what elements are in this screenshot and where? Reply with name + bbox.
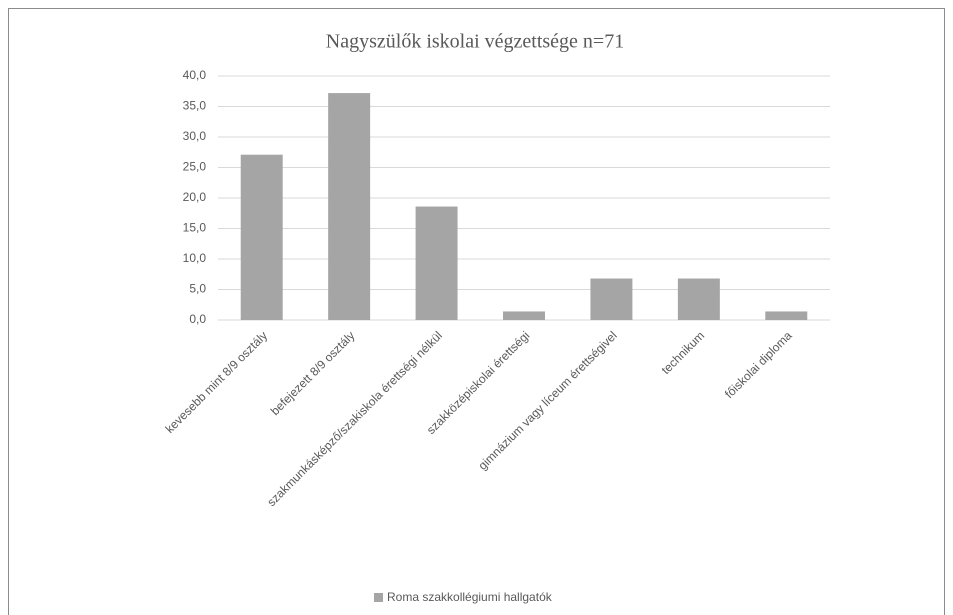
bar xyxy=(503,311,545,320)
y-tick-label: 5,0 xyxy=(189,282,206,296)
y-tick-label: 30,0 xyxy=(183,129,207,143)
x-tick-label: szakközépiskolai érettségi xyxy=(424,328,532,436)
y-tick-label: 25,0 xyxy=(183,160,207,174)
bar xyxy=(240,154,283,320)
legend-swatch xyxy=(374,593,383,602)
bar xyxy=(415,206,458,320)
x-tick-label: befejezett 8/9 osztály xyxy=(268,328,358,418)
bar xyxy=(765,311,808,320)
y-tick-label: 10,0 xyxy=(183,251,207,265)
y-tick-label: 35,0 xyxy=(183,99,207,113)
x-tick-label: főiskolai diploma xyxy=(722,328,795,401)
legend-label: Roma szakkollégiumi hallgatók xyxy=(387,590,553,604)
y-tick-label: 15,0 xyxy=(183,221,207,235)
x-tick-label: kevesebb mint 8/9 osztály xyxy=(163,328,271,436)
x-tick-label: szakmunkásképző/szakiskola érettségi nél… xyxy=(264,328,445,509)
y-tick-label: 0,0 xyxy=(189,312,206,326)
y-tick-label: 40,0 xyxy=(183,68,207,82)
x-tick-label: gimnázium vagy líceum érettségivel xyxy=(475,328,619,472)
bar xyxy=(677,278,720,320)
y-tick-label: 20,0 xyxy=(183,190,207,204)
x-tick-label: technikum xyxy=(659,328,708,377)
chart-title: Nagyszülők iskolai végzettsége n=71 xyxy=(326,31,624,53)
bar xyxy=(328,93,371,320)
bar xyxy=(590,278,633,320)
chart-frame xyxy=(8,8,945,615)
